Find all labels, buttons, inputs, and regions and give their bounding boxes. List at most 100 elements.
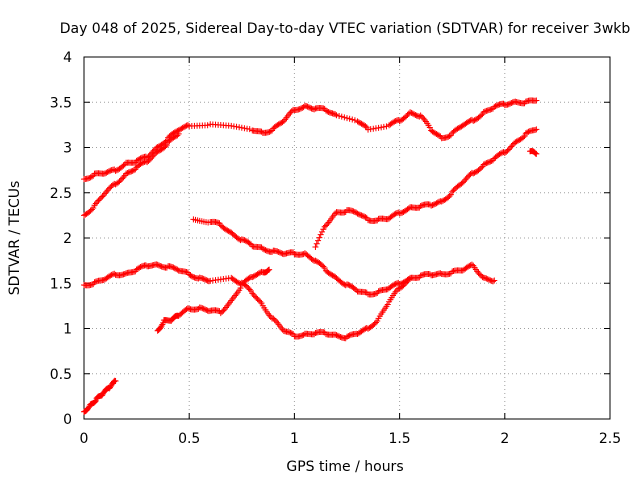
data-point [332,331,339,338]
data-point [262,247,269,254]
x-tick-label: 2 [500,431,509,447]
data-point [199,305,206,312]
data-point [240,280,247,287]
data-point [98,194,105,201]
data-point [169,263,176,270]
data-point [509,141,516,148]
y-tick-label: 1.5 [50,276,72,292]
data-point [505,101,512,108]
data-point [180,124,187,131]
data-point [384,301,391,308]
data-point [92,398,99,405]
data-point [266,128,273,135]
data-point [267,128,274,135]
data-point [397,210,404,217]
data-point [137,155,144,162]
data-point [344,333,350,340]
data-point [276,249,283,256]
data-point [338,113,345,120]
data-point [375,288,382,295]
y-tick-label: 2 [63,231,72,247]
data-point [158,323,165,330]
data-point [447,191,454,198]
data-point [467,171,474,178]
data-point [103,188,110,195]
data-point [475,269,482,276]
data-point [470,117,477,124]
data-point [128,168,135,175]
data-point [333,332,340,339]
data-point [288,108,295,115]
data-point [401,114,408,121]
data-point [362,123,369,130]
data-points [81,97,540,415]
data-point [246,274,253,281]
data-point [117,177,124,184]
y-tick-label: 0.5 [50,367,72,383]
data-point [251,293,258,300]
data-point [346,115,353,122]
data-point [430,201,437,208]
data-point [401,281,408,288]
data-point [111,270,118,277]
data-point [391,211,398,218]
data-point [361,213,368,220]
y-axis-label: SDTVAR / TECUs [7,181,23,296]
data-point [503,148,510,155]
series-track-6 [81,261,498,342]
x-tick-label: 2.5 [599,431,621,447]
data-point [303,103,310,110]
data-point [92,397,99,404]
series-track-3 [190,216,414,298]
data-point [390,282,397,289]
data-point [411,111,418,118]
data-point [237,285,244,292]
data-point [446,133,453,140]
data-point [438,198,445,205]
data-point [533,126,540,133]
data-point [121,271,128,278]
data-point [190,273,197,280]
data-point [507,100,514,107]
data-point [146,156,153,163]
data-point [203,307,210,314]
data-point [96,196,103,203]
data-point [105,185,112,192]
x-axis-label: GPS time / hours [286,459,403,475]
data-point [163,142,170,149]
data-point [163,264,170,271]
data-point [532,127,539,134]
data-point [484,276,491,283]
data-point [351,117,358,124]
data-point [113,167,120,174]
data-point [88,173,95,180]
data-point [224,227,231,234]
data-point [201,276,208,283]
data-point [403,113,410,120]
data-point [525,128,532,135]
data-point [459,179,466,186]
data-point [479,274,486,281]
data-point [274,248,281,255]
data-point [462,176,469,183]
data-point [220,307,227,314]
data-point [320,226,327,233]
data-point [123,170,130,177]
data-point [300,331,307,338]
data-point [433,200,440,207]
data-point [508,143,515,150]
data-point [215,219,222,226]
data-point [336,112,343,119]
data-point [429,202,436,209]
data-point [458,180,465,187]
data-point [104,187,111,194]
data-point [136,156,143,163]
data-point [136,264,143,271]
data-point [138,160,145,167]
data-point [87,207,94,214]
data-point [508,100,515,107]
data-point [533,150,540,157]
data-point [355,211,362,218]
data-point [255,297,262,304]
data-point [309,256,316,263]
